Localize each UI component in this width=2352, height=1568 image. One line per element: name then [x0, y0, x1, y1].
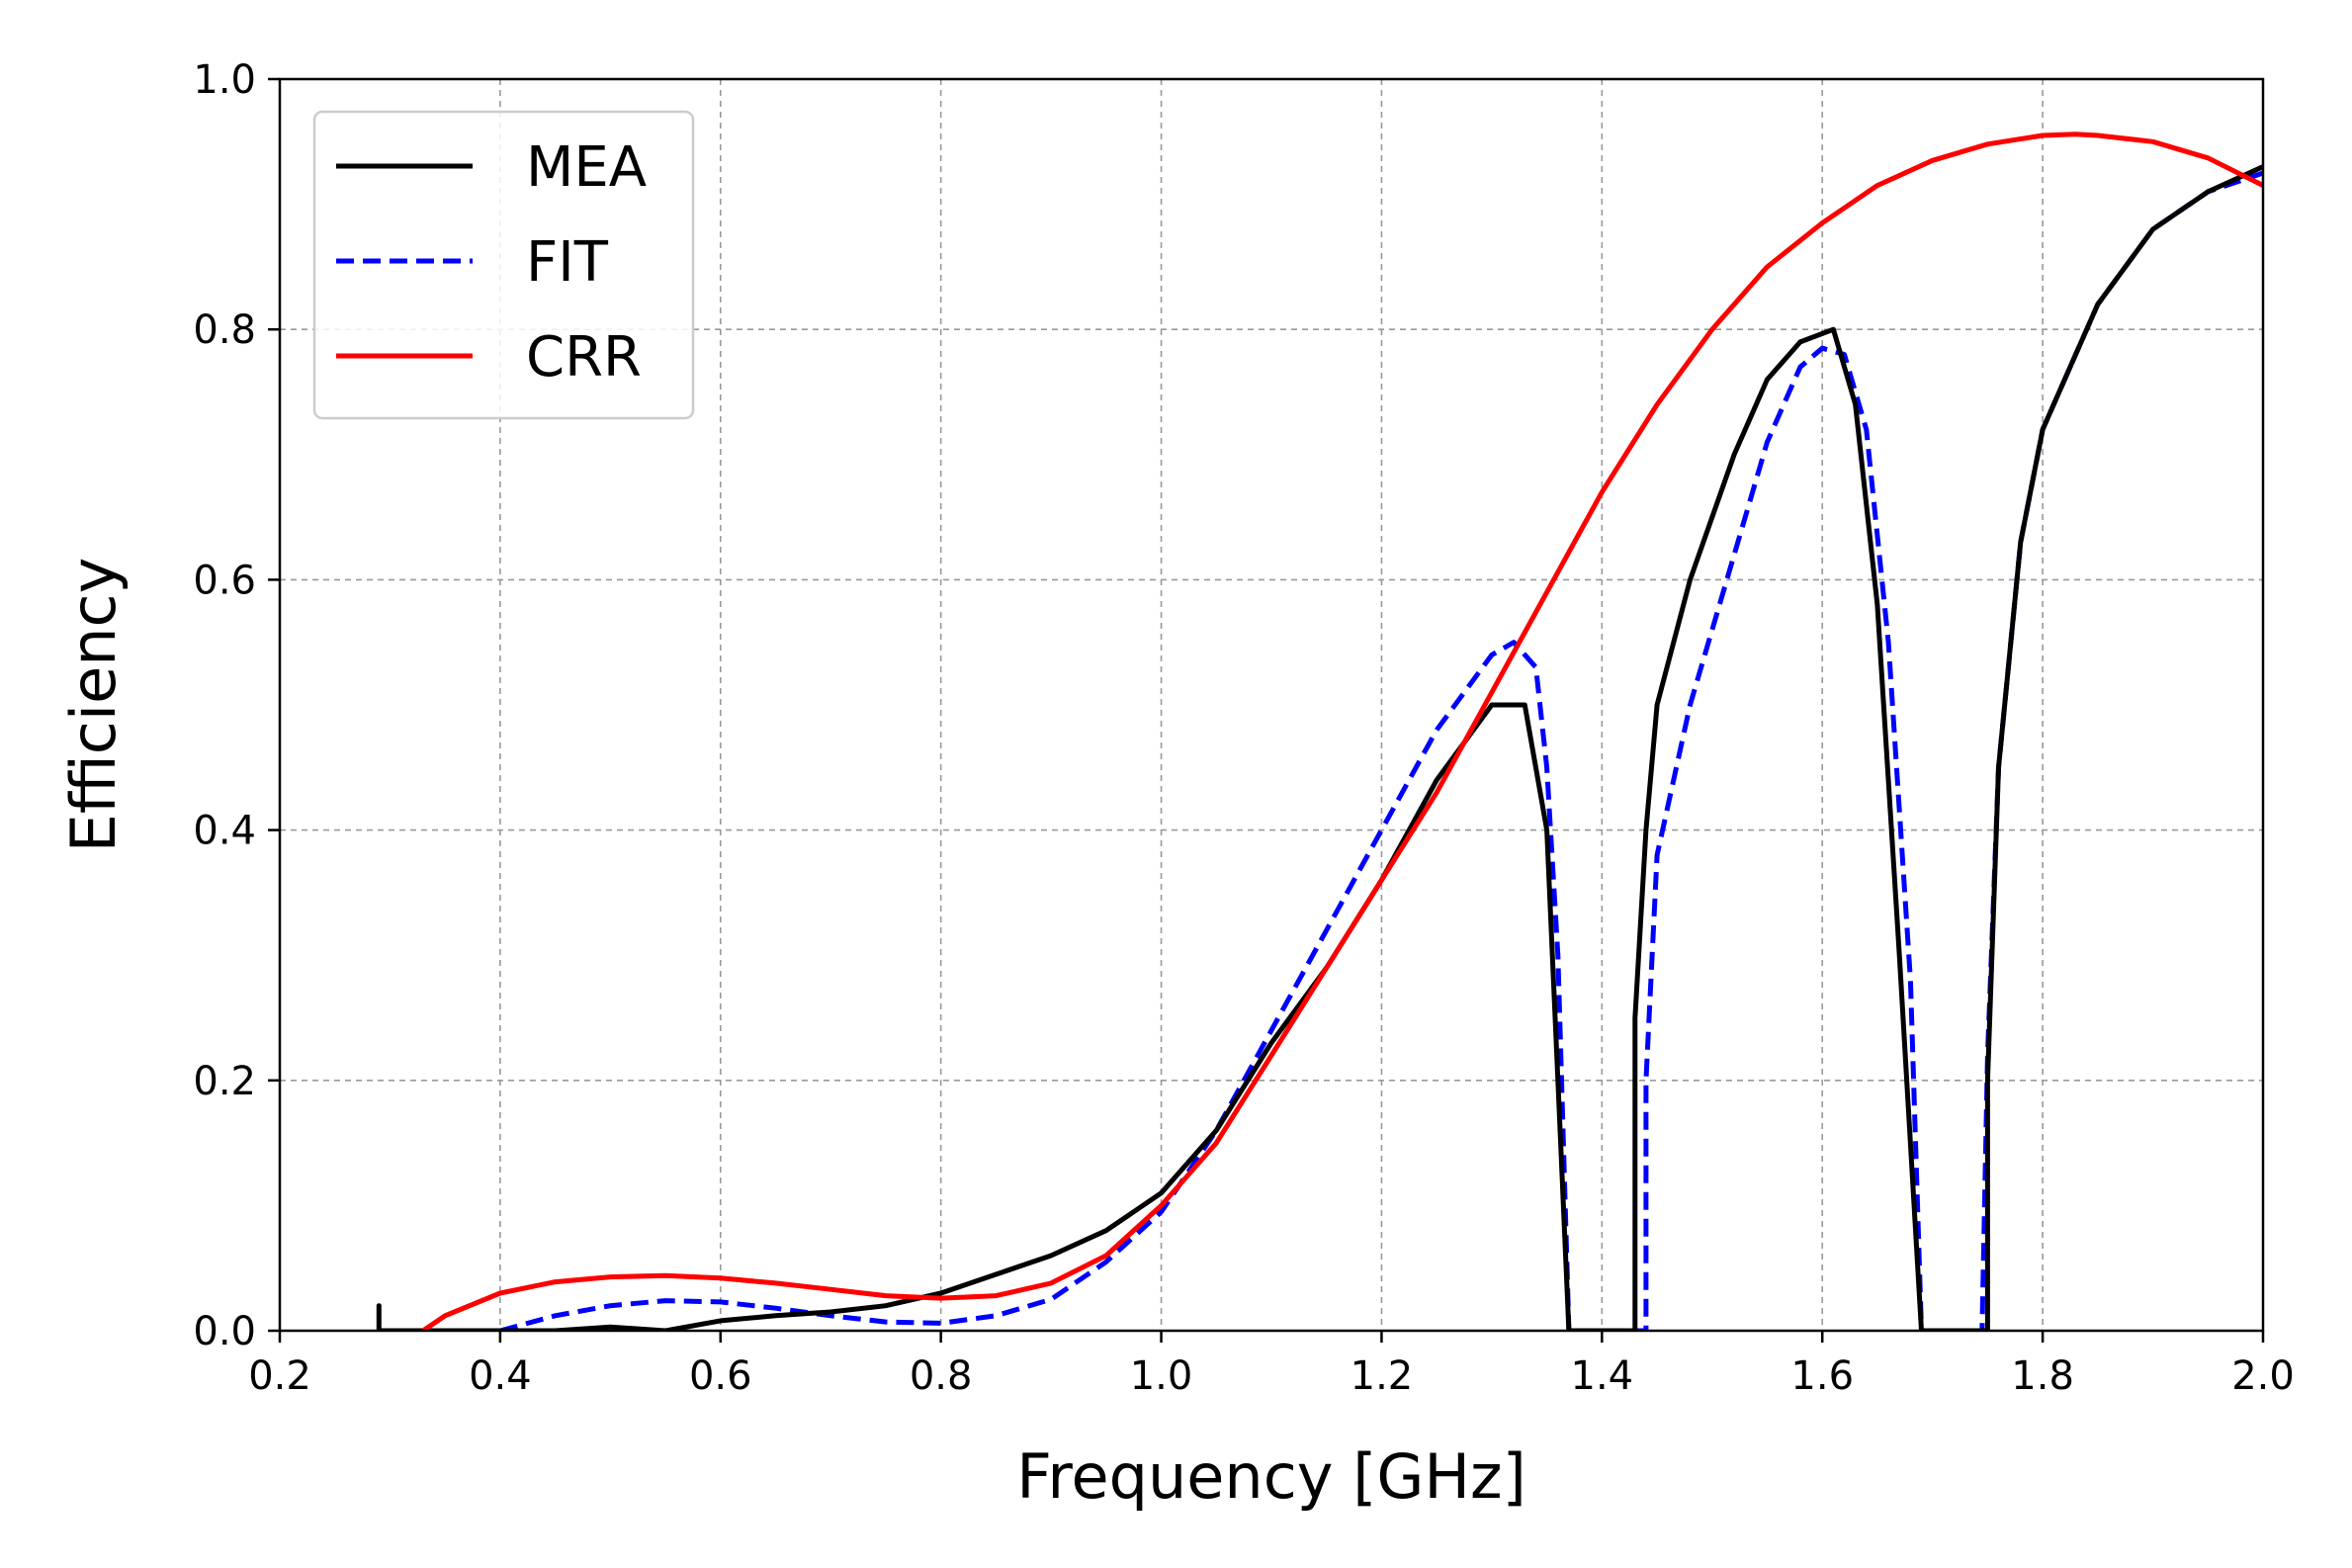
x-tick-label: 1.0	[1130, 1353, 1193, 1399]
legend-label-fit: FIT	[526, 230, 609, 295]
x-axis-title: Frequency [GHz]	[1016, 1440, 1526, 1513]
series-mea-line	[376, 164, 2263, 1331]
x-tick-label: 0.2	[248, 1353, 311, 1399]
y-tick-label: 0.4	[193, 809, 256, 854]
x-tick-label: 1.4	[1571, 1353, 1634, 1399]
x-axis-ticks: 0.2 0.4 0.6 0.8 1.0 1.2 1.4 1.6 1.8 2.0	[248, 1331, 2295, 1399]
y-axis-ticks: 0.0 0.2 0.4 0.6 0.8 1.0	[193, 57, 280, 1354]
series-crr-line	[421, 131, 2263, 1331]
y-tick-label: 0.6	[193, 558, 256, 603]
y-tick-label: 0.0	[193, 1309, 256, 1354]
y-tick-label: 0.8	[193, 307, 256, 353]
legend-box	[312, 110, 695, 420]
series-fit-line	[499, 170, 2263, 1331]
x-tick-label: 2.0	[2231, 1353, 2295, 1399]
legend: MEA FIT CRR	[312, 110, 695, 420]
y-tick-label: 0.2	[193, 1059, 256, 1104]
x-tick-label: 1.8	[2011, 1353, 2074, 1399]
series-lines	[376, 131, 2263, 1331]
x-tick-label: 0.6	[689, 1353, 752, 1399]
legend-label-crr: CRR	[526, 325, 642, 390]
y-tick-label: 1.0	[193, 57, 256, 103]
legend-label-mea: MEA	[526, 135, 647, 200]
x-tick-label: 0.4	[469, 1353, 532, 1399]
x-tick-label: 1.6	[1790, 1353, 1854, 1399]
y-axis-title: Efficiency	[57, 558, 130, 853]
x-tick-label: 0.8	[910, 1353, 973, 1399]
plot-frame	[278, 77, 2265, 1333]
x-tick-label: 1.2	[1350, 1353, 1414, 1399]
